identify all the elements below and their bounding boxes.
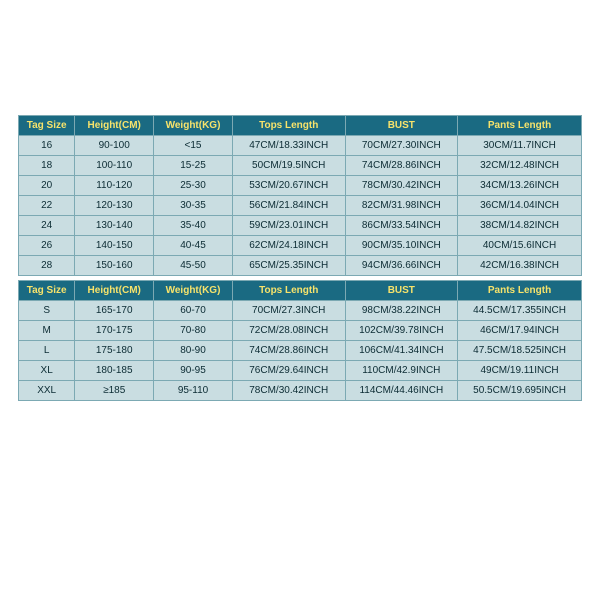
cell-tag: 24	[19, 216, 75, 236]
cell-h: 140-150	[75, 236, 154, 256]
header-tag: Tag Size	[19, 116, 75, 136]
cell-tag: 20	[19, 176, 75, 196]
cell-pants: 49CM/19.11INCH	[458, 361, 582, 381]
cell-pants: 32CM/12.48INCH	[458, 156, 582, 176]
cell-tops: 59CM/23.01INCH	[232, 216, 345, 236]
cell-tops: 78CM/30.42INCH	[232, 381, 345, 401]
header-row: Tag SizeHeight(CM)Weight(KG)Tops LengthB…	[19, 116, 582, 136]
size-row: 24130-14035-4059CM/23.01INCH86CM/33.54IN…	[19, 216, 582, 236]
size-row: S165-17060-7070CM/27.3INCH98CM/38.22INCH…	[19, 301, 582, 321]
size-row: 28150-16045-5065CM/25.35INCH94CM/36.66IN…	[19, 256, 582, 276]
cell-bust: 82CM/31.98INCH	[345, 196, 458, 216]
header-height: Height(CM)	[75, 281, 154, 301]
cell-w: 25-30	[154, 176, 233, 196]
cell-tag: XL	[19, 361, 75, 381]
cell-bust: 78CM/30.42INCH	[345, 176, 458, 196]
header-row: Tag SizeHeight(CM)Weight(KG)Tops LengthB…	[19, 281, 582, 301]
cell-h: 175-180	[75, 341, 154, 361]
header-weight: Weight(KG)	[154, 281, 233, 301]
cell-w: 35-40	[154, 216, 233, 236]
size-row: XXL≥18595-11078CM/30.42INCH114CM/44.46IN…	[19, 381, 582, 401]
size-row: 18100-11015-2550CM/19.5INCH74CM/28.86INC…	[19, 156, 582, 176]
cell-bust: 102CM/39.78INCH	[345, 321, 458, 341]
cell-tops: 47CM/18.33INCH	[232, 136, 345, 156]
cell-w: 90-95	[154, 361, 233, 381]
cell-pants: 46CM/17.94INCH	[458, 321, 582, 341]
header-weight: Weight(KG)	[154, 116, 233, 136]
cell-w: 40-45	[154, 236, 233, 256]
cell-tag: 22	[19, 196, 75, 216]
cell-h: 170-175	[75, 321, 154, 341]
cell-tops: 53CM/20.67INCH	[232, 176, 345, 196]
cell-h: 100-110	[75, 156, 154, 176]
cell-tag: 18	[19, 156, 75, 176]
cell-tag: 26	[19, 236, 75, 256]
size-row: L175-18080-9074CM/28.86INCH106CM/41.34IN…	[19, 341, 582, 361]
cell-h: 130-140	[75, 216, 154, 236]
cell-h: 165-170	[75, 301, 154, 321]
cell-tag: 28	[19, 256, 75, 276]
cell-tag: 16	[19, 136, 75, 156]
header-tops: Tops Length	[232, 281, 345, 301]
cell-bust: 110CM/42.9INCH	[345, 361, 458, 381]
cell-bust: 90CM/35.10INCH	[345, 236, 458, 256]
size-row: 26140-15040-4562CM/24.18INCH90CM/35.10IN…	[19, 236, 582, 256]
cell-tops: 76CM/29.64INCH	[232, 361, 345, 381]
cell-tops: 62CM/24.18INCH	[232, 236, 345, 256]
header-bust: BUST	[345, 281, 458, 301]
cell-tops: 65CM/25.35INCH	[232, 256, 345, 276]
cell-tag: L	[19, 341, 75, 361]
cell-bust: 106CM/41.34INCH	[345, 341, 458, 361]
header-bust: BUST	[345, 116, 458, 136]
cell-tops: 56CM/21.84INCH	[232, 196, 345, 216]
cell-w: 95-110	[154, 381, 233, 401]
cell-tops: 74CM/28.86INCH	[232, 341, 345, 361]
cell-h: 120-130	[75, 196, 154, 216]
cell-pants: 42CM/16.38INCH	[458, 256, 582, 276]
cell-bust: 74CM/28.86INCH	[345, 156, 458, 176]
header-height: Height(CM)	[75, 116, 154, 136]
cell-w: 70-80	[154, 321, 233, 341]
cell-h: 150-160	[75, 256, 154, 276]
cell-w: 15-25	[154, 156, 233, 176]
cell-w: 60-70	[154, 301, 233, 321]
cell-tag: M	[19, 321, 75, 341]
cell-tag: XXL	[19, 381, 75, 401]
cell-pants: 50.5CM/19.695INCH	[458, 381, 582, 401]
size-row: 22120-13030-3556CM/21.84INCH82CM/31.98IN…	[19, 196, 582, 216]
size-row: XL180-18590-9576CM/29.64INCH110CM/42.9IN…	[19, 361, 582, 381]
header-pants: Pants Length	[458, 281, 582, 301]
cell-pants: 30CM/11.7INCH	[458, 136, 582, 156]
cell-pants: 47.5CM/18.525INCH	[458, 341, 582, 361]
size-chart-table: Tag SizeHeight(CM)Weight(KG)Tops LengthB…	[18, 115, 582, 401]
cell-h: 90-100	[75, 136, 154, 156]
cell-bust: 98CM/38.22INCH	[345, 301, 458, 321]
cell-h: 110-120	[75, 176, 154, 196]
cell-w: 80-90	[154, 341, 233, 361]
cell-w: <15	[154, 136, 233, 156]
cell-tops: 72CM/28.08INCH	[232, 321, 345, 341]
header-tops: Tops Length	[232, 116, 345, 136]
cell-pants: 44.5CM/17.355INCH	[458, 301, 582, 321]
cell-pants: 36CM/14.04INCH	[458, 196, 582, 216]
header-pants: Pants Length	[458, 116, 582, 136]
cell-pants: 34CM/13.26INCH	[458, 176, 582, 196]
cell-bust: 94CM/36.66INCH	[345, 256, 458, 276]
cell-h: 180-185	[75, 361, 154, 381]
cell-h: ≥185	[75, 381, 154, 401]
size-row: 20110-12025-3053CM/20.67INCH78CM/30.42IN…	[19, 176, 582, 196]
cell-bust: 70CM/27.30INCH	[345, 136, 458, 156]
cell-w: 45-50	[154, 256, 233, 276]
cell-tops: 50CM/19.5INCH	[232, 156, 345, 176]
cell-w: 30-35	[154, 196, 233, 216]
size-row: 1690-100<1547CM/18.33INCH70CM/27.30INCH3…	[19, 136, 582, 156]
size-row: M170-17570-8072CM/28.08INCH102CM/39.78IN…	[19, 321, 582, 341]
cell-pants: 40CM/15.6INCH	[458, 236, 582, 256]
cell-pants: 38CM/14.82INCH	[458, 216, 582, 236]
cell-bust: 114CM/44.46INCH	[345, 381, 458, 401]
cell-tops: 70CM/27.3INCH	[232, 301, 345, 321]
cell-bust: 86CM/33.54INCH	[345, 216, 458, 236]
cell-tag: S	[19, 301, 75, 321]
header-tag: Tag Size	[19, 281, 75, 301]
